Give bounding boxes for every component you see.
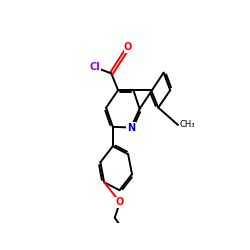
Text: CH₃: CH₃ <box>180 120 195 130</box>
Text: O: O <box>116 197 124 207</box>
Text: O: O <box>124 42 132 52</box>
Text: N: N <box>127 122 135 132</box>
Text: Cl: Cl <box>89 62 100 72</box>
